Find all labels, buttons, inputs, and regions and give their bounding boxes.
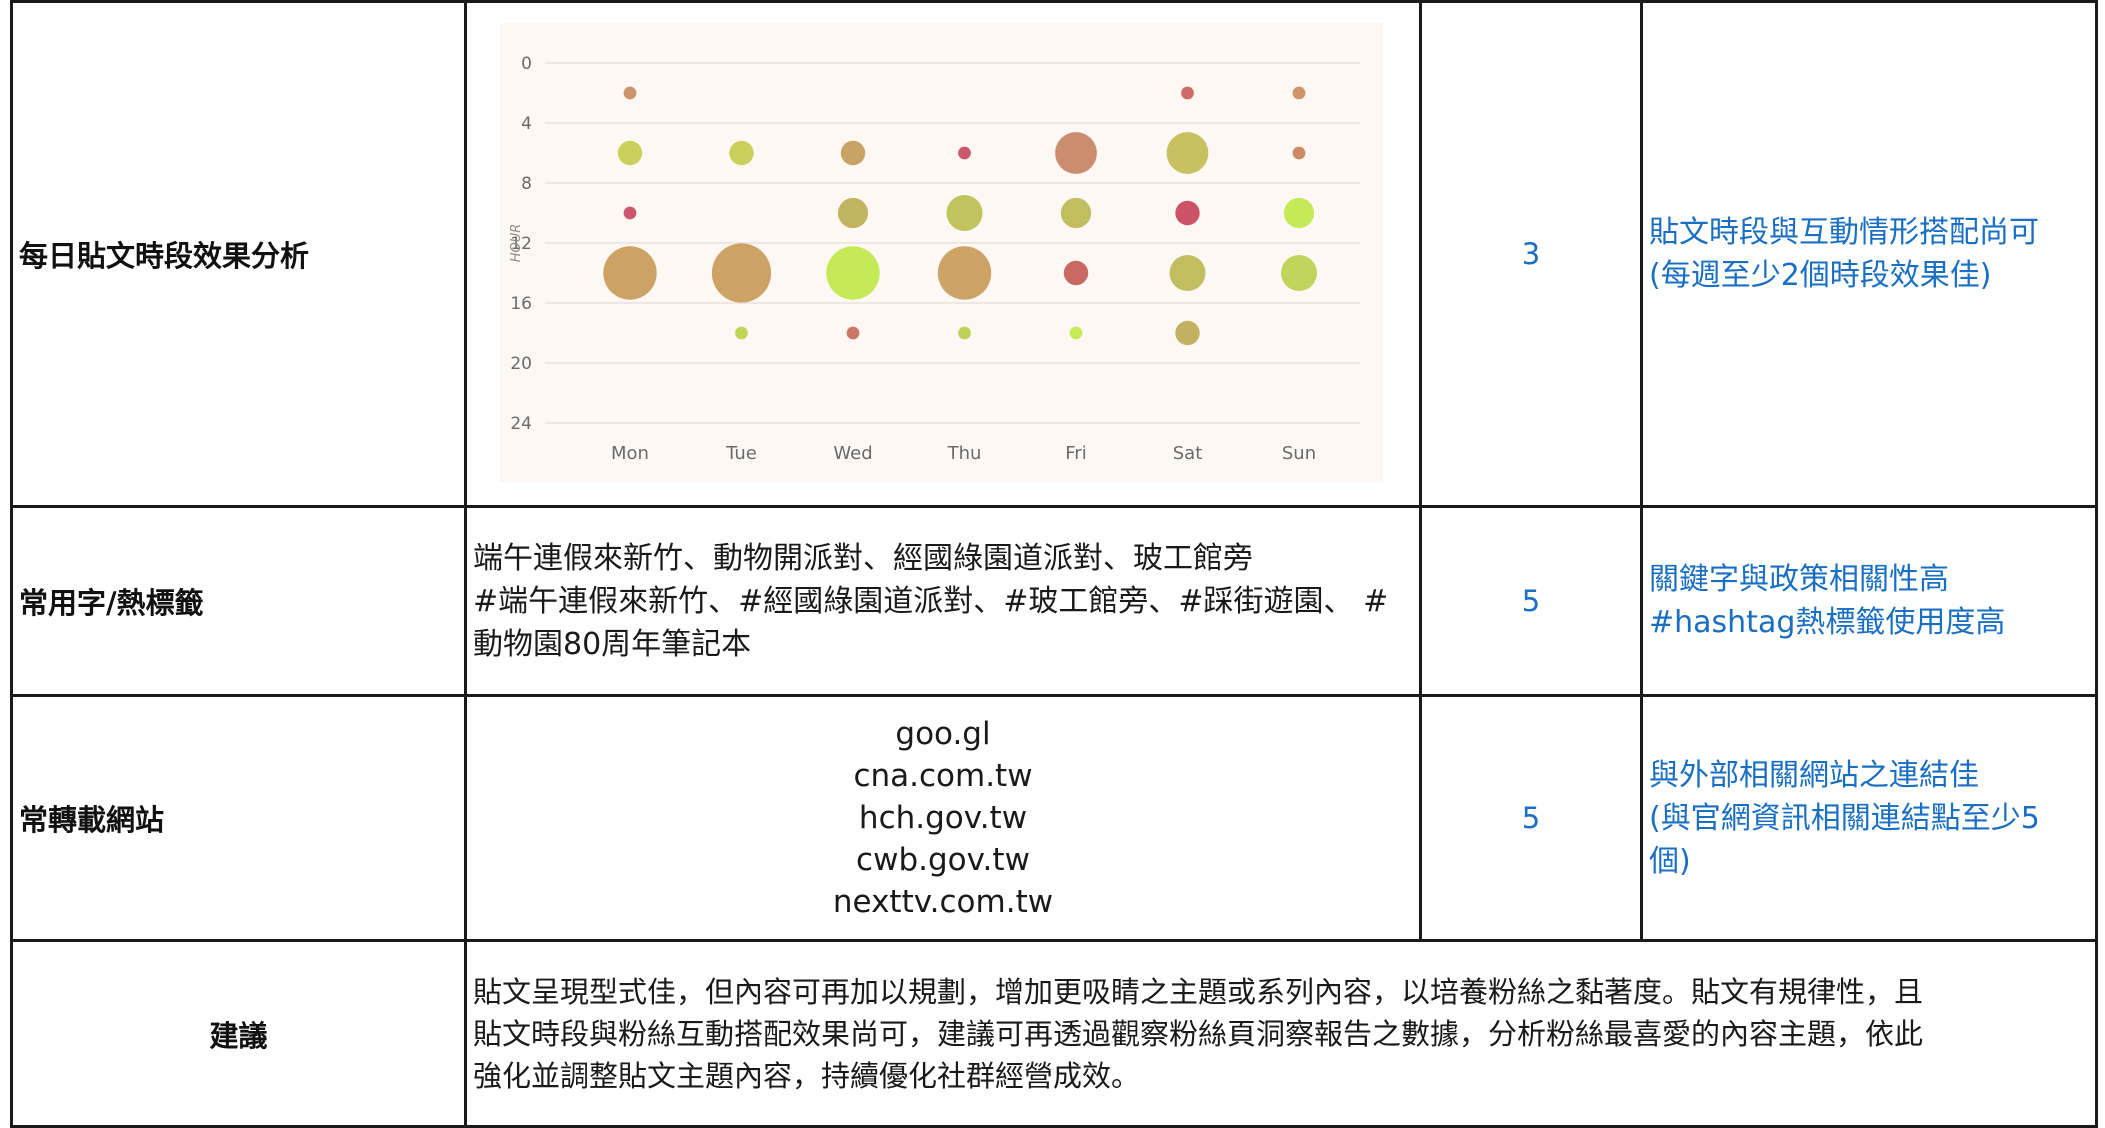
bubble-point <box>1069 326 1083 340</box>
comment-line: (與官網資訊相關連結點至少5 <box>1649 800 2040 836</box>
x-tick-label: Thu <box>947 443 982 464</box>
bubble-point <box>958 146 971 160</box>
x-tick-label: Fri <box>1065 443 1086 464</box>
comment-line: 關鍵字與政策相關性高 <box>1649 562 1949 597</box>
row-label-posting-time: 每日貼文時段效果分析 <box>10 0 467 508</box>
y-tick-label: 8 <box>521 174 532 194</box>
bubble-point <box>1292 86 1306 100</box>
bubble-point <box>958 326 971 340</box>
row-label-keywords: 常用字/熱標籤 <box>10 505 467 697</box>
bubble-point <box>711 243 772 303</box>
sites-list: goo.gl cna.com.tw hch.gov.tw cwb.gov.tw … <box>464 694 1422 942</box>
row-advice: 建議 貼文呈現型式佳，但內容可再加以規劃，增加更吸睛之主題或系列內容，以培養粉絲… <box>10 939 2098 1128</box>
bubble-point <box>1281 255 1317 291</box>
bubble-point <box>1169 255 1206 291</box>
bubble-point <box>1166 132 1209 174</box>
x-tick-label: Sat <box>1173 443 1203 464</box>
comment-line: (每週至少2個時段效果佳) <box>1649 258 1992 293</box>
advice-line: 貼文呈現型式佳，但內容可再加以規劃，增加更吸睛之主題或系列內容，以培養粉絲之黏著… <box>473 974 1924 1009</box>
evaluation-table: 每日貼文時段效果分析 0 4 8 12 16 20 24 HOUR Mon Tue Wed Thu Fr… <box>10 0 2098 1128</box>
chart-background <box>500 23 1383 482</box>
bubble-point <box>735 326 748 340</box>
bubble-point <box>623 86 637 100</box>
x-tick-label: Wed <box>833 443 872 464</box>
site-item: cna.com.tw <box>853 758 1033 794</box>
bubble-point <box>1283 197 1315 229</box>
y-tick-label: 0 <box>521 54 532 74</box>
bubble-point <box>1175 320 1200 346</box>
y-tick-label: 16 <box>510 294 532 314</box>
bubble-point <box>1292 146 1306 160</box>
bubble-point <box>937 246 992 300</box>
bubble-point <box>1181 86 1194 100</box>
y-tick-label: 4 <box>521 114 532 134</box>
bubble-point <box>1060 197 1092 229</box>
advice-text: 貼文呈現型式佳，但內容可再加以規劃，增加更吸睛之主題或系列內容，以培養粉絲之黏著… <box>464 939 2098 1128</box>
advice-line: 貼文時段與粉絲互動搭配效果尚可，建議可再透過觀察粉絲頁洞察報告之數據，分析粉絲最… <box>473 1016 1924 1051</box>
comment-keywords: 關鍵字與政策相關性高 #hashtag熱標籤使用度高 <box>1640 505 2098 697</box>
score-keywords: 5 <box>1419 505 1643 697</box>
chart-cell: 0 4 8 12 16 20 24 HOUR Mon Tue Wed Thu Fri Sat Sun <box>464 0 1422 508</box>
keywords-text: 端午連假來新竹、動物開派對、經國綠園道派對、玻工館旁 #端午連假來新竹、#經國綠… <box>464 505 1422 697</box>
y-tick-label: 20 <box>510 354 532 374</box>
bubble-point <box>946 195 983 231</box>
x-tick-label: Sun <box>1282 443 1316 464</box>
keyword-line: 端午連假來新竹、動物開派對、經國綠園道派對、玻工館旁 <box>473 540 1253 576</box>
site-item: hch.gov.tw <box>858 800 1028 836</box>
bubble-point <box>1063 260 1089 286</box>
bubble-point <box>729 140 754 166</box>
y-tick-label: 24 <box>510 414 532 434</box>
score-posting-time: 3 <box>1419 0 1643 508</box>
site-item: nexttv.com.tw <box>832 884 1054 920</box>
bubble-point <box>603 246 657 300</box>
row-sites: 常轉載網站 goo.gl cna.com.tw hch.gov.tw cwb.g… <box>10 694 2098 942</box>
comment-sites: 與外部相關網站之連結佳 (與官網資訊相關連結點至少5 個) <box>1640 694 2098 942</box>
bubble-point <box>840 140 866 166</box>
bubble-point <box>1055 132 1097 174</box>
site-item: goo.gl <box>895 716 991 752</box>
x-tick-label: Mon <box>611 443 649 464</box>
bubble-chart: 0 4 8 12 16 20 24 HOUR Mon Tue Wed Thu Fri Sat Sun <box>500 23 1383 482</box>
bubble-point <box>826 246 880 300</box>
bubble-point <box>623 206 637 220</box>
keyword-line: #端午連假來新竹、#經國綠園道派對、#玻工館旁、#踩街遊園、 # <box>473 583 1389 619</box>
comment-line: 個) <box>1649 843 1691 879</box>
comment-line: #hashtag熱標籤使用度高 <box>1649 605 2006 640</box>
x-tick-label: Tue <box>725 443 757 464</box>
row-label-sites: 常轉載網站 <box>10 694 467 942</box>
keyword-line: 動物園80周年筆記本 <box>473 626 752 662</box>
comment-line: 與外部相關網站之連結佳 <box>1649 757 1979 793</box>
y-tick-label: 12 <box>510 234 532 254</box>
row-label-advice: 建議 <box>10 939 467 1128</box>
row-posting-time: 每日貼文時段效果分析 0 4 8 12 16 20 24 HOUR Mon Tue Wed Thu Fr… <box>10 0 2098 508</box>
y-axis-label: HOUR <box>509 224 524 263</box>
site-item: cwb.gov.tw <box>856 842 1030 878</box>
row-keywords: 常用字/熱標籤 端午連假來新竹、動物開派對、經國綠園道派對、玻工館旁 #端午連假… <box>10 505 2098 697</box>
bubble-point <box>846 326 860 340</box>
score-sites: 5 <box>1419 694 1643 942</box>
comment-posting-time: 貼文時段與互動情形搭配尚可 (每週至少2個時段效果佳) <box>1640 0 2098 508</box>
bubble-point <box>617 140 643 166</box>
advice-line: 強化並調整貼文主題內容，持續優化社群經營成效。 <box>473 1058 1141 1093</box>
bubble-point <box>837 197 869 229</box>
bubble-point <box>1175 200 1200 226</box>
comment-line: 貼文時段與互動情形搭配尚可 <box>1649 215 2039 250</box>
